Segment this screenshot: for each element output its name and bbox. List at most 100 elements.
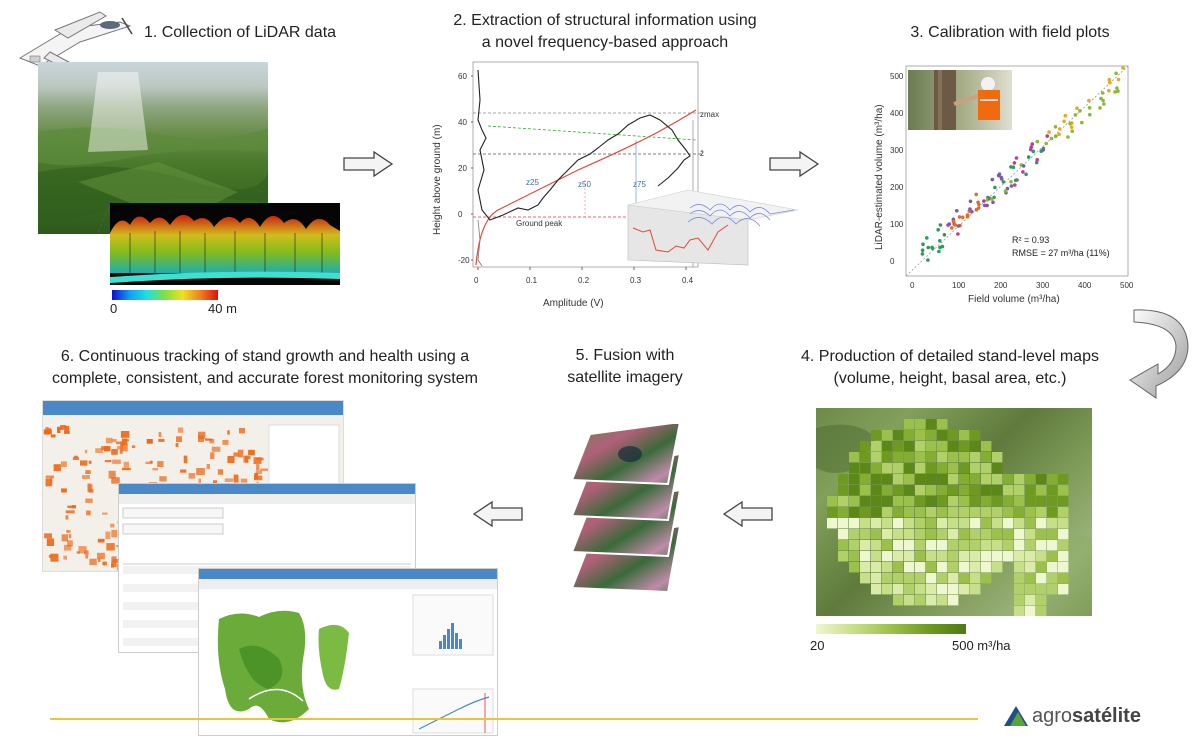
waveform-ytick: 60 <box>458 72 467 81</box>
calibration-point <box>1009 184 1014 188</box>
calibration-point <box>921 242 925 246</box>
stand-patch <box>188 473 196 479</box>
stand-patch <box>106 543 115 551</box>
map-cell <box>904 562 915 573</box>
stand-patch <box>50 434 56 438</box>
map-cell <box>915 584 926 595</box>
waveform-zbar-label: z̄ <box>700 149 704 158</box>
arrow-4-to-5 <box>722 500 773 528</box>
map-cell <box>893 540 904 551</box>
map-cell <box>970 452 981 463</box>
map-cell <box>915 496 926 507</box>
map-cell <box>1036 584 1047 595</box>
stand-patch <box>98 558 101 562</box>
stand-patch <box>85 470 91 474</box>
map-cell <box>1014 474 1025 485</box>
calibration-point <box>1107 88 1111 93</box>
stand-patch <box>97 552 105 560</box>
map-cell <box>926 540 937 551</box>
stand-patch <box>50 553 59 562</box>
map-cell <box>981 496 992 507</box>
map-cell <box>838 551 849 562</box>
map-cell <box>1058 474 1069 485</box>
waveform-xtick: 0.2 <box>578 276 590 285</box>
map-cell <box>937 507 948 518</box>
map-cell <box>871 463 882 474</box>
map-cell <box>970 430 981 441</box>
map-cell <box>827 496 838 507</box>
calibration-xtick: 500 <box>1120 281 1134 290</box>
step2-title-line2: a novel frequency-based approach <box>481 34 729 51</box>
map-cell <box>1036 474 1047 485</box>
map-cell <box>959 452 970 463</box>
calibration-point <box>1087 106 1092 110</box>
stand-patch <box>80 460 88 466</box>
stand-patch <box>256 464 260 471</box>
stand-patch <box>196 468 205 475</box>
map-cell <box>871 584 882 595</box>
stand-patch <box>61 488 67 493</box>
calibration-rmse: RMSE = 27 m³/ha (11%) <box>1012 248 1110 258</box>
stand-patch <box>88 460 92 464</box>
stand-patch <box>146 439 153 444</box>
map-cell <box>937 463 948 474</box>
step5-title-line2: satellite imagery <box>567 369 683 386</box>
calibration-xtick: 100 <box>952 281 966 290</box>
map-cell <box>981 441 992 452</box>
map-cell <box>970 474 981 485</box>
map-cell <box>882 540 893 551</box>
calibration-point <box>1029 145 1033 149</box>
calibration-point <box>1026 155 1031 159</box>
map-cell <box>937 496 948 507</box>
stand-patch <box>57 426 61 433</box>
calibration-xtick: 200 <box>994 281 1008 290</box>
map-cell <box>1025 540 1036 551</box>
stand-patch <box>101 446 110 450</box>
map-cell <box>1036 551 1047 562</box>
calibration-point <box>1013 178 1018 183</box>
waveform-ytick: 0 <box>458 210 463 219</box>
map-cell <box>1025 474 1036 485</box>
calibration-point <box>990 197 994 201</box>
waveform-ground-label: Ground peak <box>516 219 563 228</box>
lidar-scale-min: 0 <box>110 301 118 316</box>
map-cell <box>948 452 959 463</box>
stand-patch <box>120 431 130 438</box>
waveform-3d-inset <box>627 189 799 266</box>
map-cell <box>882 551 893 562</box>
map-cell <box>937 540 948 551</box>
map-cell <box>959 551 970 562</box>
stand-patch <box>158 432 162 438</box>
logo-mark-icon <box>1004 706 1028 726</box>
map-cell <box>1014 540 1025 551</box>
stand-patch <box>115 441 123 445</box>
filter-select[interactable] <box>122 507 224 519</box>
calibration-point <box>1108 81 1112 85</box>
calibration-point <box>1100 91 1105 95</box>
calibration-point <box>1045 134 1049 138</box>
map-cell <box>1014 496 1025 507</box>
map-cell <box>959 584 970 595</box>
map-cell <box>992 540 1003 551</box>
map-cell <box>860 496 871 507</box>
map-cell <box>838 474 849 485</box>
map-cell <box>1025 485 1036 496</box>
calibration-point <box>965 215 970 219</box>
map-cell <box>1036 540 1047 551</box>
filter-select[interactable] <box>122 523 224 535</box>
map-cell <box>926 595 937 606</box>
stand-patch <box>68 534 72 539</box>
step6-title: 6. Continuous tracking of stand growth a… <box>20 346 510 390</box>
stand-patch <box>222 439 229 445</box>
arrow-5-to-6 <box>472 500 523 528</box>
map-cell <box>992 452 1003 463</box>
map-cell <box>937 430 948 441</box>
calibration-ytick: 100 <box>890 220 904 229</box>
map-cell <box>970 518 981 529</box>
stand-patch <box>233 474 238 482</box>
stand-patch <box>253 457 262 464</box>
map-cell <box>838 529 849 540</box>
stand-patch <box>175 443 179 447</box>
map-cell <box>882 529 893 540</box>
calibration-frame <box>905 65 1129 277</box>
